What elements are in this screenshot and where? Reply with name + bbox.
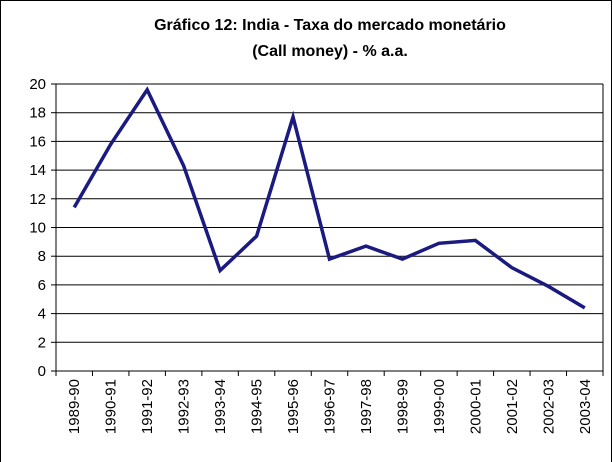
y-tick-label: 18 [29,105,46,122]
x-tick-label: 1997-98 [358,379,375,434]
y-tick-label: 0 [38,363,46,380]
y-tick-label: 12 [29,191,46,208]
chart-title: Gráfico 12: India - Taxa do mercado mone… [154,17,506,34]
x-tick-label: 1989-90 [66,379,83,434]
y-tick-label: 16 [29,133,46,150]
x-tick-label: 1996-97 [322,379,339,434]
x-tick-label: 1999-00 [431,379,448,434]
x-tick-label: 1991-92 [139,379,156,434]
x-tick-label: 2000-01 [467,379,484,434]
x-tick-label: 1990-91 [103,379,120,434]
chart-title: (Call money) - % a.a. [252,43,408,60]
x-tick-label: 2002-03 [540,379,557,434]
x-tick-label: 1995-96 [285,379,302,434]
y-tick-label: 6 [38,277,46,294]
y-tick-label: 8 [38,248,46,265]
x-tick-label: 1994-95 [249,379,266,434]
y-tick-label: 4 [38,306,46,323]
x-tick-label: 1993-94 [212,379,229,434]
x-tick-label: 1998-99 [394,379,411,434]
y-tick-label: 2 [38,334,46,351]
y-tick-label: 20 [29,76,46,93]
y-tick-label: 14 [29,162,46,179]
x-tick-label: 1992-93 [176,379,193,434]
y-tick-label: 10 [29,220,46,237]
x-tick-label: 2003-04 [577,379,594,434]
series-line [72,86,586,310]
x-tick-label: 2001-02 [504,379,521,434]
